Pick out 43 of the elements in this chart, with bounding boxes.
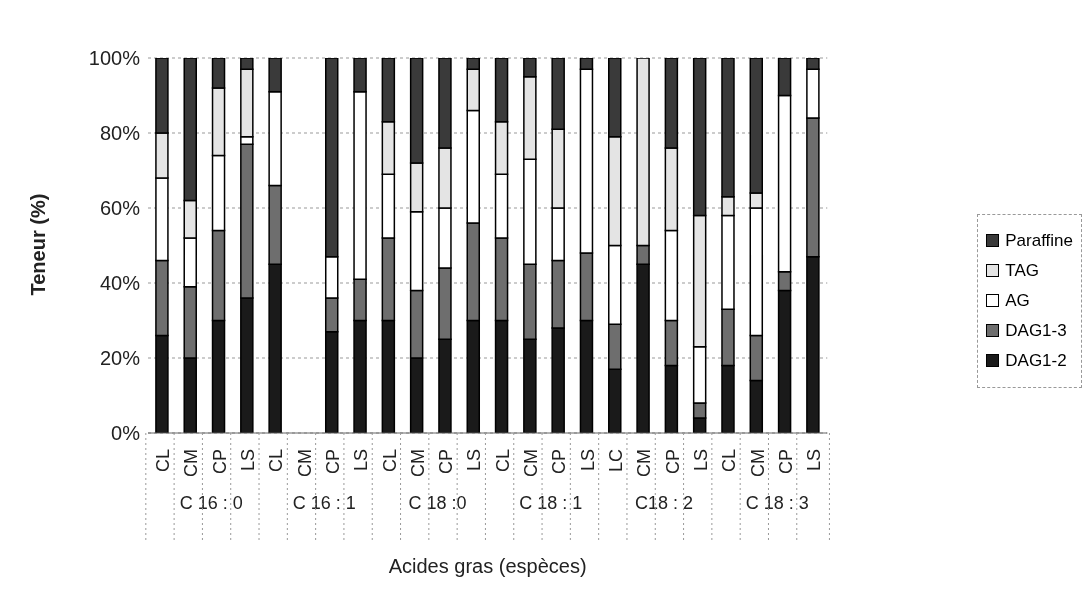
x-tick-label: LS xyxy=(577,449,598,472)
legend-label: DAG1-3 xyxy=(1005,320,1067,341)
x-tick-label: CP xyxy=(322,449,343,475)
x-axis-title: Acides gras (espèces) xyxy=(388,555,587,577)
y-tick-label: 60% xyxy=(99,197,141,220)
y-tick-label: 0% xyxy=(111,422,141,445)
text: C18 : 2 xyxy=(634,493,694,513)
x-tick-label: CL xyxy=(492,449,513,473)
text: C 18 : 1 xyxy=(519,493,583,513)
legend-label: TAG xyxy=(1005,260,1039,281)
x-tick-label: CM xyxy=(521,449,542,477)
text: C 16 : 1 xyxy=(292,493,356,513)
x-tick-label: CM xyxy=(407,449,428,477)
text: C 18 :0 xyxy=(408,493,467,513)
x-tick-label: CM xyxy=(181,449,202,477)
x-tick-label: CM xyxy=(634,449,655,477)
x-tick-label: LS xyxy=(804,449,825,472)
text: C 18 : 3 xyxy=(745,493,809,513)
x-tick-label: LS xyxy=(464,449,485,472)
x-tick-label: LS xyxy=(238,449,259,472)
x-tick-label: LC xyxy=(606,449,626,473)
x-tick-label: LS xyxy=(690,449,711,472)
x-tick-label: CM xyxy=(294,449,315,477)
x-tick-label: CP xyxy=(775,449,796,475)
x-tick-label: CP xyxy=(549,449,570,475)
x-tick-label: CL xyxy=(719,449,740,473)
y-axis-title: Teneur (%) xyxy=(27,193,50,296)
text: C 16 : 0 xyxy=(179,493,243,513)
x-tick-label: LS xyxy=(351,449,372,472)
legend-label: Paraffine xyxy=(1005,230,1073,251)
legend-label: AG xyxy=(1005,290,1030,311)
legend-label: DAG1-2 xyxy=(1005,350,1067,371)
x-tick-label: CL xyxy=(153,449,174,473)
x-tick-label: CP xyxy=(436,449,457,475)
y-tick-label: 20% xyxy=(99,347,141,370)
y-tick-label: 100% xyxy=(88,47,141,70)
y-tick-label: 40% xyxy=(99,272,141,295)
x-tick-label: CL xyxy=(379,449,400,473)
x-tick-label: CL xyxy=(266,449,287,473)
x-tick-label: CM xyxy=(747,449,768,477)
x-tick-label: CP xyxy=(662,449,683,475)
y-tick-label: 80% xyxy=(99,122,141,145)
x-tick-label: CP xyxy=(209,449,230,475)
